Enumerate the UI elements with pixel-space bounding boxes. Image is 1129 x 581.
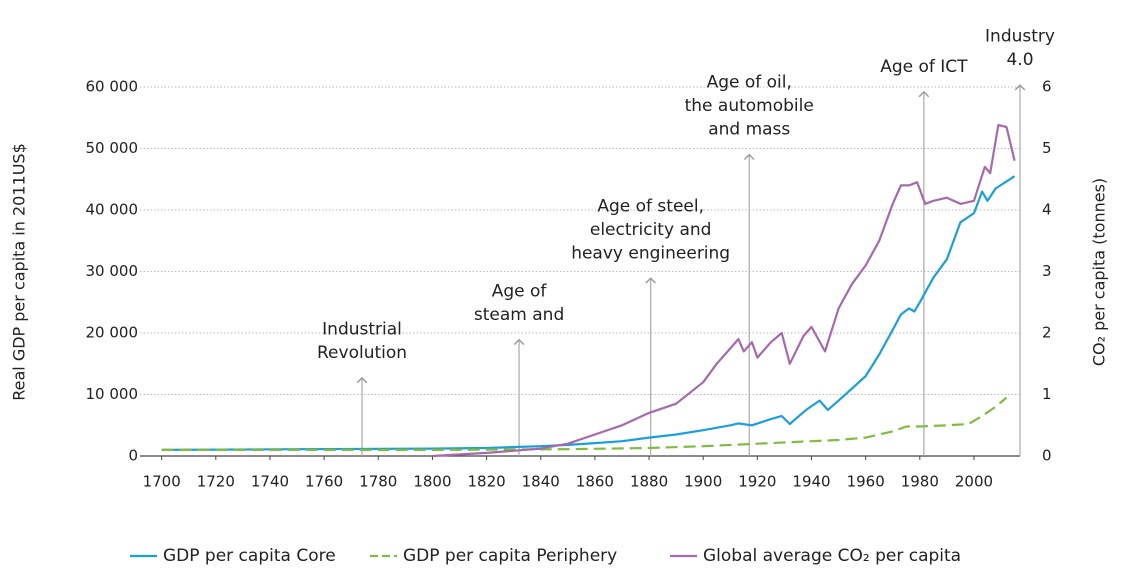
annotation-label: Industrial [322, 319, 402, 339]
y-tick-label: 50 000 [86, 139, 139, 157]
x-tick-label: 1820 [467, 473, 505, 491]
x-tick-label: 1740 [251, 473, 289, 491]
y-tick-label: 40 000 [86, 201, 139, 219]
y2-tick-label: 6 [1042, 78, 1052, 96]
x-tick-label: 1760 [305, 473, 343, 491]
x-tick-label: 1900 [684, 473, 722, 491]
y2-tick-label: 4 [1042, 201, 1052, 219]
y-tick-label: 30 000 [86, 262, 139, 280]
y2-tick-label: 5 [1042, 139, 1052, 157]
legend-label: GDP per capita Periphery [403, 546, 617, 566]
annotation-label: the automobile [685, 96, 814, 116]
y2-tick-label: 2 [1042, 324, 1052, 342]
y-tick-label: 20 000 [86, 324, 139, 342]
x-tick-label: 1940 [792, 473, 830, 491]
annotation-label: heavy engineering [571, 243, 730, 263]
y2-axis-title: CO₂ per capita (tonnes) [1090, 178, 1109, 366]
x-tick-label: 1880 [630, 473, 668, 491]
legend-label: GDP per capita Core [163, 546, 336, 566]
annotation-label: Age of ICT [880, 57, 968, 77]
x-tick-label: 1860 [576, 473, 614, 491]
x-tick-label: 1840 [522, 473, 560, 491]
x-tick-label: 1780 [359, 473, 397, 491]
series-line [432, 124, 1016, 458]
x-tick-label: 1980 [901, 473, 939, 491]
x-tick-label: 1720 [197, 473, 235, 491]
y2-tick-label: 0 [1042, 447, 1052, 465]
series-line [161, 396, 1008, 451]
annotation-label: Age of oil, [707, 73, 792, 93]
annotation-label: 4.0 [1006, 50, 1033, 70]
y-tick-label: 10 000 [86, 385, 139, 403]
x-tick-label: 1960 [847, 473, 885, 491]
x-tick-label: 1800 [413, 473, 451, 491]
annotation-label: Industry [985, 27, 1055, 47]
x-tick-label: 1920 [738, 473, 776, 491]
annotation-label: Age of steel, [597, 196, 704, 216]
x-tick-label: 2000 [955, 473, 993, 491]
y2-tick-label: 3 [1042, 262, 1052, 280]
annotation-label: Revolution [317, 343, 407, 363]
y2-tick-label: 1 [1042, 385, 1052, 403]
y-axis-title: Real GDP per capita in 2011US$ [10, 143, 29, 401]
series-line [161, 175, 1016, 451]
y-tick-label: 60 000 [86, 78, 139, 96]
annotation-label: Age of [492, 281, 548, 301]
annotation-label: electricity and [590, 220, 712, 240]
x-tick-label: 1700 [143, 473, 181, 491]
legend-label: Global average CO₂ per capita [703, 546, 961, 566]
y-tick-label: 0 [128, 447, 138, 465]
annotation-label: steam and [474, 305, 564, 325]
annotation-label: and mass [708, 120, 790, 140]
